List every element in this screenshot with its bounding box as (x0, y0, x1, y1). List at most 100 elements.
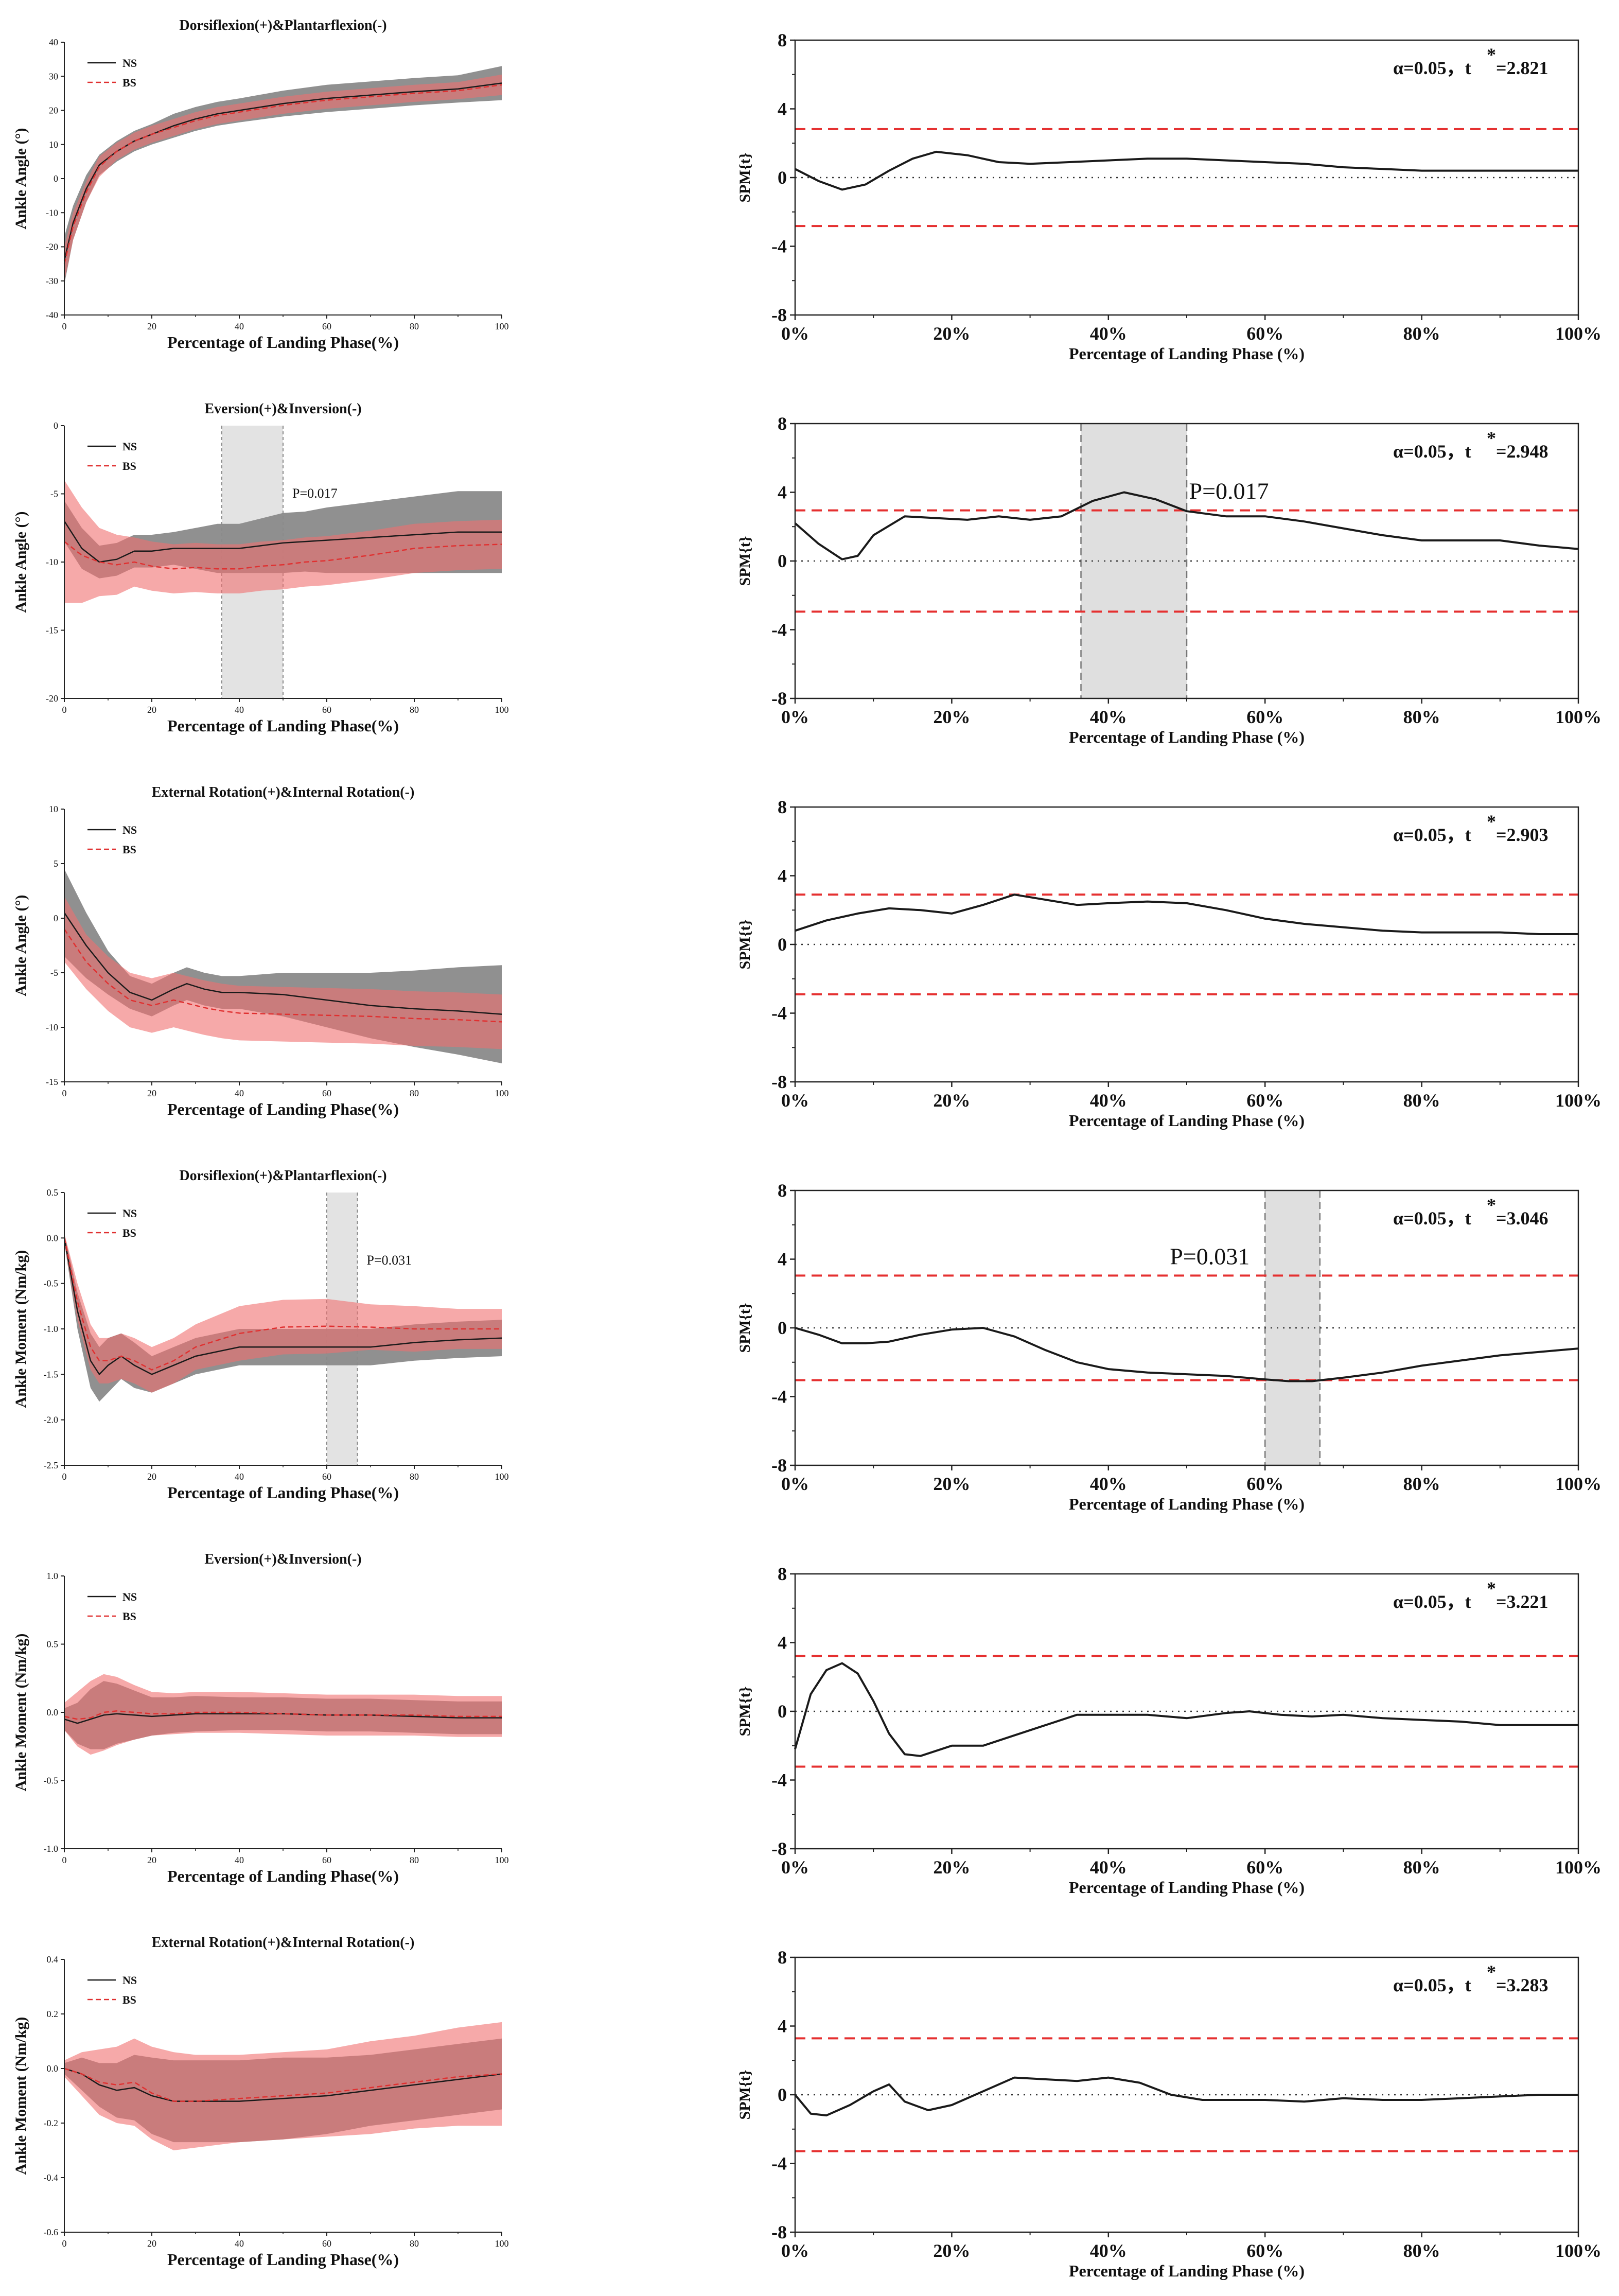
y-tick-label: -10 (46, 1022, 58, 1032)
legend-bs-label: BS (122, 1993, 136, 2006)
y-tick-label: -30 (46, 276, 58, 286)
y-tick-label: 0 (778, 167, 787, 188)
alpha-label: α=0.05，t (1393, 1208, 1471, 1229)
panel-title: External Rotation(+)&Internal Rotation(-… (152, 784, 415, 800)
y-tick-label: -40 (46, 310, 58, 320)
y-tick-label: 0.4 (47, 1954, 59, 1965)
y-tick-label: -1.0 (44, 1844, 59, 1854)
y-tick-label: -0.6 (44, 2227, 59, 2237)
y-tick-label: -4 (771, 2153, 787, 2174)
y-axis-label: SPM{t} (736, 153, 753, 203)
y-tick-label: -10 (46, 207, 58, 218)
y-axis-label: SPM{t} (736, 920, 753, 970)
mean-line-bs (63, 1238, 502, 1371)
x-tick-label: 80% (1403, 1857, 1440, 1878)
y-tick-label: 8 (778, 797, 787, 817)
x-tick-label: 20% (933, 2240, 970, 2261)
mean-line-bs (64, 1710, 502, 1720)
x-tick-label: 40 (235, 2238, 244, 2249)
x-tick-label: 40 (235, 1088, 244, 1098)
sd-band-bs (64, 1674, 502, 1755)
panel-title: Eversion(+)&Inversion(-) (204, 401, 361, 417)
p-value-label: P=0.017 (1189, 478, 1269, 504)
y-tick-label: -8 (771, 2222, 787, 2242)
t-star-asterisk: * (1487, 428, 1496, 448)
x-tick-label: 80 (410, 2238, 419, 2249)
y-tick-label: 0.5 (47, 1187, 59, 1198)
x-tick-label: 100 (495, 1855, 509, 1865)
y-axis-label: SPM{t} (736, 536, 753, 586)
sd-band-bs (64, 2022, 502, 2150)
t-star-value: =2.948 (1496, 441, 1548, 462)
y-tick-label: 0 (778, 1318, 787, 1338)
legend-ns-label: NS (122, 1207, 137, 1220)
legend-ns-label: NS (122, 57, 137, 69)
y-tick-label: -0.2 (44, 2118, 59, 2128)
y-tick-label: 0.0 (47, 1707, 59, 1717)
y-tick-label: -2.5 (44, 1460, 59, 1470)
left-panel-3: 0 20 40 60 80 100 -15 -10 -5 0 5 10 External Rotatio… (12, 784, 509, 1118)
y-axis-label: Ankle Angle (°) (12, 128, 29, 229)
mean-line-ns (64, 1713, 502, 1724)
x-tick-label: 20% (933, 707, 970, 727)
x-tick-label: 60% (1246, 2240, 1283, 2261)
y-tick-label: 0 (54, 913, 58, 923)
y-tick-label: 20 (49, 106, 58, 116)
t-star-asterisk: * (1487, 1578, 1496, 1599)
y-tick-label: -8 (771, 1455, 787, 1476)
sd-band-bs (64, 1233, 502, 1393)
y-tick-label: 8 (778, 1564, 787, 1584)
x-tick-label: 100% (1555, 707, 1602, 727)
x-tick-label: 80 (410, 1471, 419, 1482)
y-axis-label: SPM{t} (736, 1303, 753, 1353)
y-tick-label: 0.5 (47, 1639, 59, 1650)
x-tick-label: 20 (147, 1471, 156, 1482)
x-tick-label: 40% (1090, 2240, 1127, 2261)
x-tick-label: 100 (495, 705, 509, 715)
x-tick-label: 60 (322, 2238, 331, 2249)
y-tick-label: 0 (778, 551, 787, 571)
x-tick-label: 20 (147, 1855, 156, 1865)
x-tick-label: 100% (1555, 1090, 1602, 1111)
x-tick-label: 80% (1403, 707, 1440, 727)
mean-line-bs (64, 2067, 502, 2102)
sd-band-bs (64, 896, 502, 1049)
mean-line-bs (63, 84, 502, 264)
x-tick-label: 100 (495, 1088, 509, 1098)
x-tick-label: 20 (147, 705, 156, 715)
x-tick-label: 40 (235, 705, 244, 715)
spm-panel-5: 0% 20% 40% 60% 80% 100% -8 -4 0 4 8 Percentage of L… (736, 1564, 1602, 1897)
legend-ns-label: NS (122, 823, 137, 836)
y-tick-label: 5 (54, 858, 58, 869)
t-star-value: =2.821 (1496, 58, 1548, 78)
y-axis-label: Ankle Moment (Nm/kg) (12, 1634, 29, 1792)
legend-ns-label: NS (122, 1590, 137, 1603)
y-tick-label: 0 (778, 1701, 787, 1722)
x-tick-label: 80% (1403, 323, 1440, 344)
spm-t-curve (794, 1662, 1578, 1757)
x-tick-label: 60% (1246, 707, 1283, 727)
x-tick-label: 100 (495, 1471, 509, 1482)
y-tick-label: 1.0 (47, 1571, 59, 1581)
x-tick-label: 0% (781, 1857, 809, 1878)
mean-line-ns (63, 82, 502, 261)
x-tick-label: 20 (147, 321, 156, 331)
x-tick-label: 40% (1090, 1857, 1127, 1878)
left-panel-6: 0 20 40 60 80 100 -0.6 -0.4 -0.2 0.0 0.2 0.4 Externa… (12, 1935, 509, 2269)
y-tick-label: -0.4 (44, 2172, 59, 2183)
alpha-label: α=0.05，t (1393, 441, 1471, 462)
mean-line-ns (63, 1238, 502, 1376)
y-tick-label: 0 (54, 173, 58, 184)
x-tick-label: 80% (1403, 1474, 1440, 1494)
y-tick-label: -0.5 (44, 1776, 59, 1786)
y-tick-label: 4 (778, 866, 787, 886)
x-tick-label: 20% (933, 323, 970, 344)
y-tick-label: -4 (771, 236, 787, 257)
x-tick-label: 80 (410, 705, 419, 715)
y-tick-label: 0.2 (47, 2009, 59, 2019)
p-value-label: P=0.031 (1170, 1243, 1250, 1269)
y-tick-label: 40 (49, 37, 58, 47)
y-tick-label: -5 (50, 489, 58, 499)
spm-panel-2: 0% 20% 40% 60% 80% 100% -8 -4 0 4 8 Percentage of L… (736, 413, 1602, 746)
x-axis-label: Percentage of Landing Phase(%) (167, 2250, 399, 2269)
